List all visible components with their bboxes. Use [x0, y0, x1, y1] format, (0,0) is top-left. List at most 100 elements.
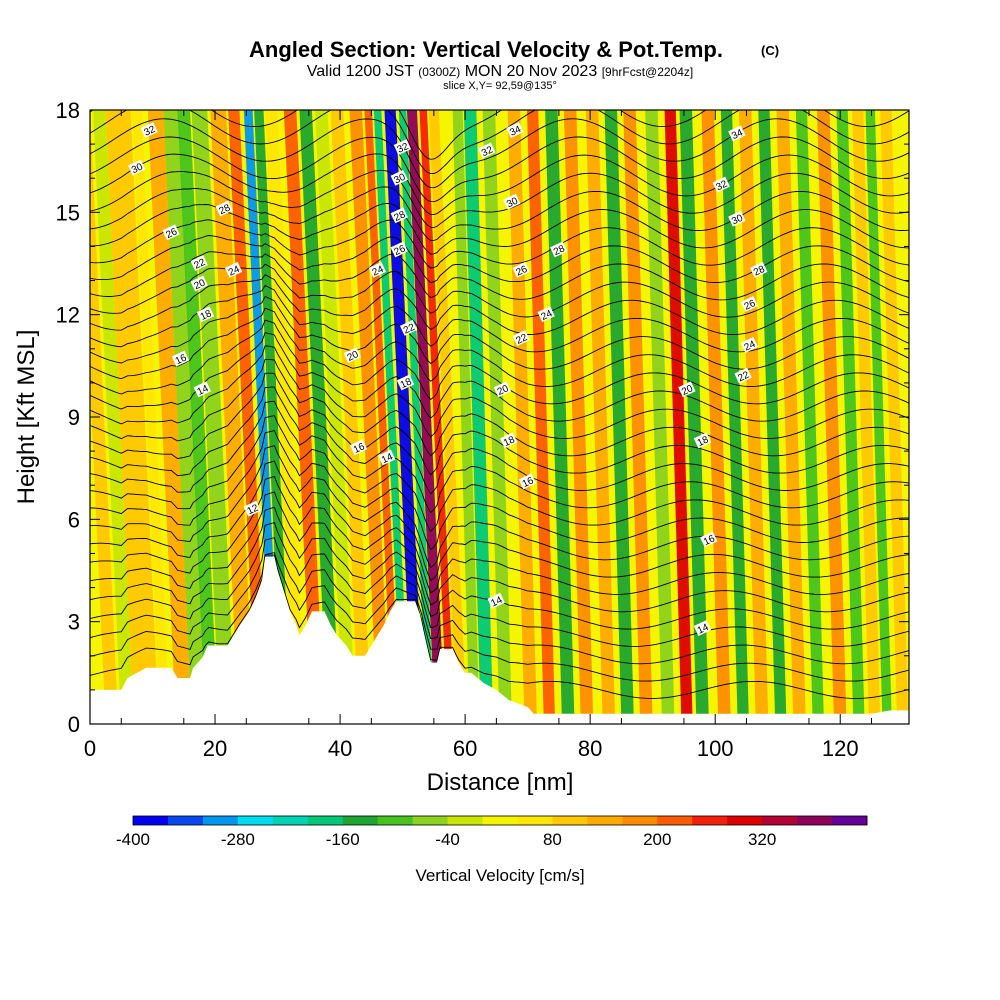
theta-contour-25 [90, 219, 909, 269]
colorbar-tick-label-0: -400 [116, 830, 150, 849]
velocity-band-2 [105, 110, 159, 724]
velocity-band-43 [795, 110, 824, 724]
colorbar-swatch-4 [272, 816, 309, 825]
theta-label-group-5: 24 [224, 261, 243, 279]
theta-label-29: 18 [502, 434, 517, 449]
colorbar-tick-label-1: -280 [221, 830, 255, 849]
theta-label-group-0: 32 [140, 122, 158, 139]
colorbar-tick-label-5: 200 [643, 830, 671, 849]
theta-label-bg-28 [493, 381, 512, 398]
theta-label-group-33: 32 [712, 176, 730, 193]
colorbar-swatch-2 [202, 816, 239, 825]
velocity-band-36 [664, 110, 693, 724]
theta-label-bg-1 [128, 159, 146, 176]
theta-label-34: 30 [730, 213, 745, 228]
theta-label-group-3: 26 [162, 224, 180, 241]
velocity-band-35 [645, 110, 675, 724]
velocity-band-0 [90, 110, 119, 724]
theta-label-group-29: 18 [499, 432, 518, 449]
theta-label-bg-8 [171, 350, 190, 367]
colorbar-swatch-17 [727, 816, 763, 825]
theta-contour-8 [90, 445, 909, 569]
velocity-band-17 [349, 110, 391, 724]
theta-contour-28 [90, 169, 909, 228]
colorbar-swatch-9 [447, 816, 484, 825]
theta-label-bg-24 [550, 241, 568, 258]
theta-label-40: 18 [696, 434, 711, 449]
theta-label-35: 28 [752, 264, 767, 279]
theta-label-bg-41 [700, 531, 718, 548]
theta-label-group-31: 14 [487, 592, 505, 609]
theta-contour-5 [90, 491, 909, 613]
theta-label-bg-3 [162, 224, 180, 241]
theta-label-27: 22 [514, 332, 529, 347]
x-tick-label-2: 40 [328, 736, 352, 761]
x-tick-label-1: 20 [203, 736, 227, 761]
theta-label-group-9: 14 [193, 381, 211, 398]
velocity-band-11 [254, 110, 292, 724]
theta-label-25: 26 [514, 264, 529, 279]
theta-label-9: 14 [196, 383, 211, 398]
theta-label-24: 28 [552, 243, 567, 258]
valid-time: Valid 1200 JST [307, 63, 415, 80]
theta-label-group-8: 16 [171, 350, 190, 367]
plot-area: 32 30 28 26 22 24 20 18 16 14 12 20 24 16 14 32 30 28 26 22… [90, 110, 909, 724]
theta-label-19: 22 [402, 322, 417, 337]
x-tick-label-3: 60 [453, 736, 477, 761]
colorbar-tick-label-4: 80 [543, 830, 562, 849]
theta-label-3: 26 [164, 226, 179, 241]
forecast-info: [9hrFcst@2204z] [602, 65, 694, 79]
velocity-band-30 [545, 110, 575, 724]
colorbar-swatch-20 [832, 816, 868, 825]
velocity-band-12 [265, 110, 306, 724]
theta-contour-10 [90, 415, 909, 532]
theta-label-12: 24 [371, 264, 386, 279]
theta-label-bg-27 [512, 330, 530, 347]
theta-label-group-24: 28 [550, 241, 568, 258]
theta-label-group-19: 22 [399, 319, 418, 337]
theta-label-group-11: 20 [343, 347, 362, 364]
velocity-band-23 [419, 110, 456, 724]
velocity-band-1 [93, 110, 134, 724]
theta-contour-2 [90, 537, 909, 665]
x-tick-label-5: 100 [697, 736, 734, 761]
velocity-band-26 [463, 110, 494, 724]
velocity-band-38 [701, 110, 731, 724]
theta-contour-32 [90, 110, 909, 175]
theta-label-group-37: 24 [740, 336, 759, 354]
colorbar-swatch-18 [762, 816, 798, 825]
theta-label-33: 32 [714, 178, 729, 193]
velocity-band-21 [398, 110, 435, 724]
velocity-band-34 [623, 110, 653, 724]
theta-label-13: 16 [352, 441, 367, 456]
colorbar-tick-label-2: -160 [326, 830, 360, 849]
theta-label-23: 30 [505, 195, 520, 210]
theta-label-group-41: 16 [700, 531, 718, 548]
theta-label-group-25: 26 [512, 261, 530, 279]
theta-label-bg-11 [343, 347, 362, 364]
theta-label-2: 28 [217, 202, 232, 217]
velocity-band-8 [210, 110, 255, 724]
theta-label-bg-29 [499, 432, 518, 449]
theta-label-bg-42 [693, 620, 712, 636]
theta-label-group-42: 14 [693, 620, 712, 637]
velocity-band-25 [452, 110, 480, 724]
theta-contour-27 [90, 186, 909, 241]
velocity-band-6 [177, 110, 219, 724]
theta-contour-19 [90, 296, 909, 370]
theta-label-26: 24 [539, 308, 554, 323]
theta-label-20: 18 [399, 376, 414, 391]
theta-label-bg-40 [693, 432, 712, 449]
theta-label-group-22: 32 [478, 142, 496, 159]
terrain-mask [90, 556, 909, 724]
theta-contour-17 [90, 319, 909, 405]
theta-label-0: 32 [142, 124, 157, 139]
slice-info: slice X,Y= 92,59@135° [443, 80, 557, 92]
theta-label-18: 26 [393, 243, 408, 258]
chart-title: Angled Section: Vertical Velocity & Pot.… [249, 37, 723, 62]
velocity-band-3 [132, 110, 170, 724]
velocity-band-22 [406, 110, 446, 724]
theta-label-group-15: 32 [393, 139, 412, 156]
theta-contour-9 [90, 430, 909, 551]
theta-label-group-10: 12 [243, 500, 262, 517]
